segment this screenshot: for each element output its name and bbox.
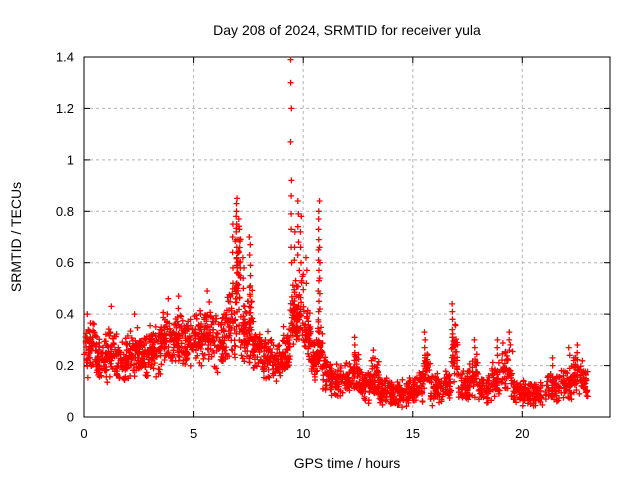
y-tick-labels: 0 0.2 0.4 0.6 0.8 1 1.2 1.4 [56,50,74,425]
y-axis-label: SRMTID / TECUs [8,182,24,292]
y-tick-label: 0.8 [56,204,74,219]
y-tick-label: 0.2 [56,358,74,373]
y-tick-label: 1.4 [56,50,74,65]
x-tick-label: 15 [406,426,420,441]
y-tick-label: 1 [67,152,74,167]
tick-marks [83,56,610,418]
x-tick-label: 10 [296,426,310,441]
gridlines [84,57,610,417]
x-tick-label: 0 [80,426,87,441]
chart-title: Day 208 of 2024, SRMTID for receiver yul… [213,22,481,38]
x-tick-labels: 0 5 10 15 20 [80,426,529,441]
x-tick-label: 5 [190,426,197,441]
scatter-points [81,56,591,411]
y-tick-label: 0.4 [56,307,74,322]
y-tick-label: 0.6 [56,255,74,270]
y-tick-label: 0 [67,410,74,425]
x-tick-label: 20 [515,426,529,441]
plot-border [83,56,611,418]
y-tick-label: 1.2 [56,101,74,116]
x-axis-label: GPS time / hours [294,455,401,471]
